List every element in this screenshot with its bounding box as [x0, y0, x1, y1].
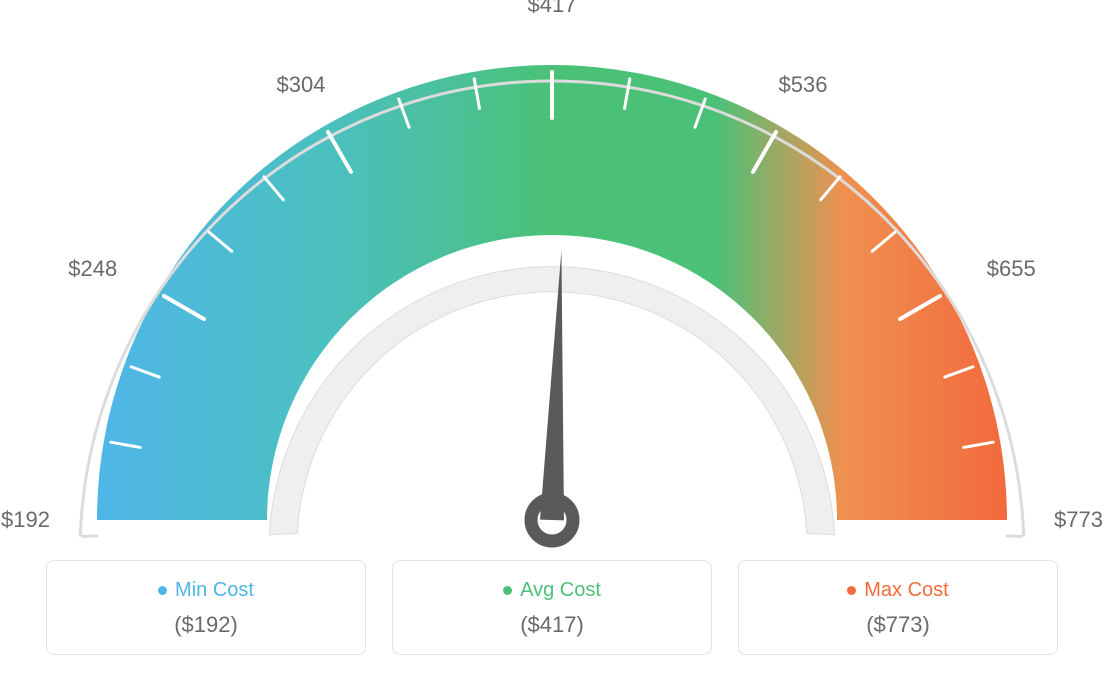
avg-cost-value: ($417): [403, 612, 701, 638]
summary-cards: Min Cost ($192) Avg Cost ($417) Max Cost…: [0, 560, 1104, 655]
avg-cost-label: Avg Cost: [520, 579, 601, 602]
avg-dot-icon: [503, 586, 512, 595]
gauge-tick-label: $536: [779, 72, 828, 98]
gauge-tick-label: $655: [987, 256, 1036, 282]
gauge-svg: [0, 0, 1104, 560]
gauge-tick-label: $192: [1, 507, 50, 533]
min-cost-label: Min Cost: [175, 579, 254, 602]
min-cost-value: ($192): [57, 612, 355, 638]
gauge-tick-label: $248: [68, 256, 117, 282]
min-cost-card: Min Cost ($192): [46, 560, 366, 655]
gauge-tick-label: $773: [1054, 507, 1103, 533]
max-cost-title: Max Cost: [847, 579, 948, 602]
min-cost-title: Min Cost: [158, 579, 254, 602]
max-cost-label: Max Cost: [864, 579, 948, 602]
gauge-tick-label: $304: [277, 72, 326, 98]
max-dot-icon: [847, 586, 856, 595]
max-cost-value: ($773): [749, 612, 1047, 638]
max-cost-card: Max Cost ($773): [738, 560, 1058, 655]
avg-cost-title: Avg Cost: [503, 579, 601, 602]
min-dot-icon: [158, 586, 167, 595]
avg-cost-card: Avg Cost ($417): [392, 560, 712, 655]
gauge-tick-label: $417: [528, 0, 577, 18]
gauge-chart: $192 $248 $304 $417 $536 $655 $773: [0, 0, 1104, 560]
